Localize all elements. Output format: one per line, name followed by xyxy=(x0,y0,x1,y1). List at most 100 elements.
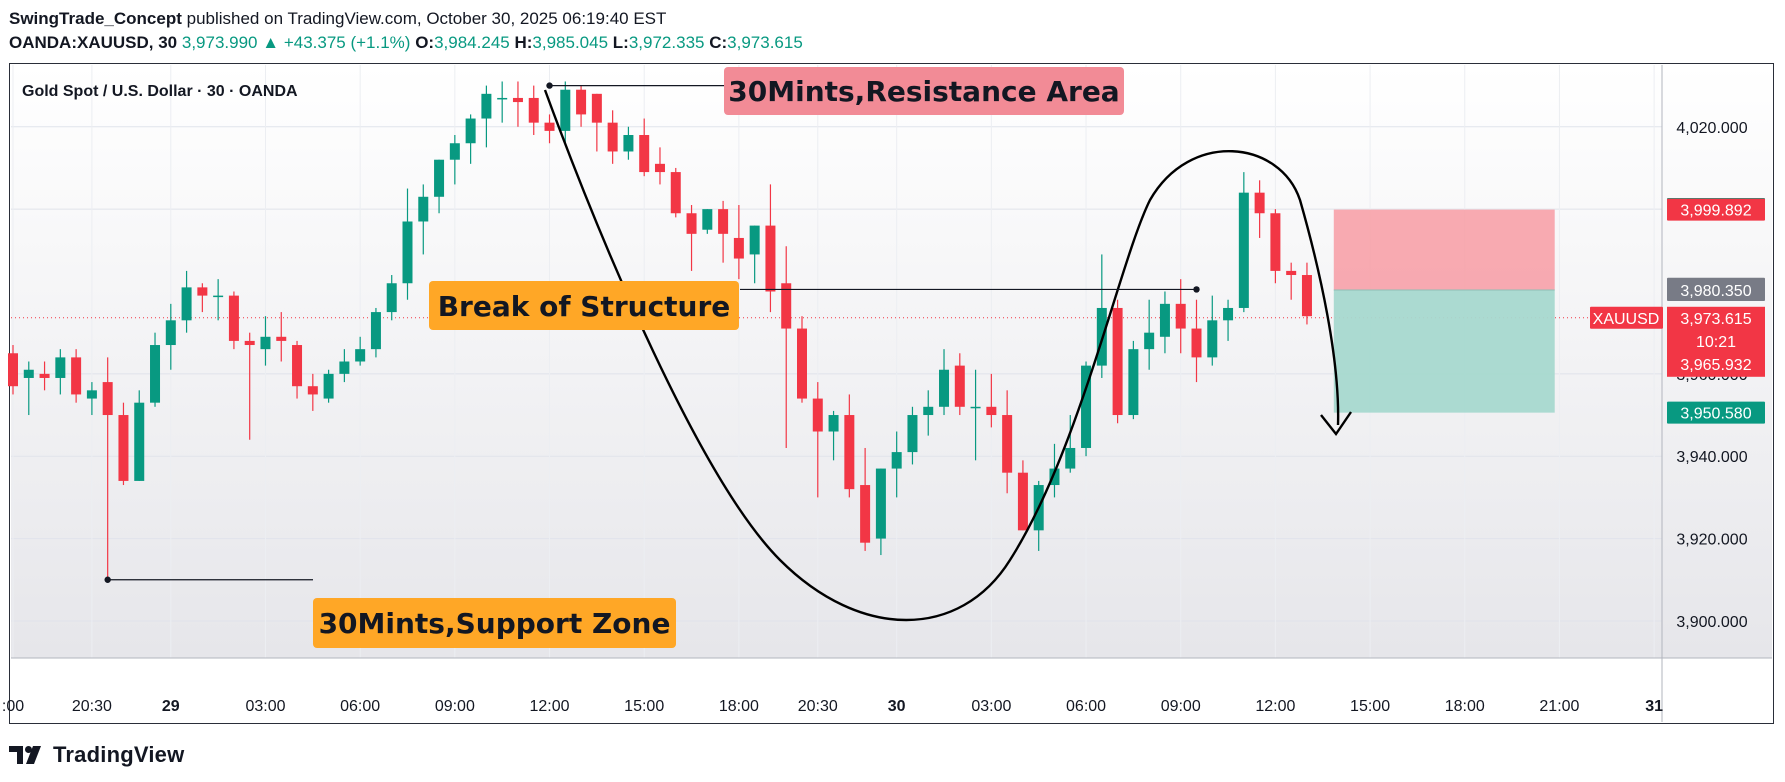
x-tick-label: 03:00 xyxy=(971,698,1011,715)
support-annotation-text: 30Mints,Support Zone xyxy=(319,607,671,640)
candle-body xyxy=(102,382,113,416)
take-profit-zone xyxy=(1333,290,1555,413)
x-tick-label: 29 xyxy=(162,698,180,715)
support-annotation-anchor xyxy=(104,576,111,583)
candle-body xyxy=(244,340,255,346)
candle xyxy=(512,81,523,127)
symbol-label-text: XAUUSD xyxy=(1593,311,1660,328)
support-annotation-box xyxy=(313,598,676,648)
swing-curve-drawing xyxy=(543,89,1340,622)
bos-text: Break of Structure xyxy=(438,290,731,323)
candle xyxy=(828,410,839,461)
candle xyxy=(339,349,350,383)
candle xyxy=(449,135,460,185)
candle xyxy=(1270,209,1281,284)
grid-lines xyxy=(11,65,1662,658)
candle xyxy=(213,279,224,321)
candle-body xyxy=(213,295,224,298)
author-name[interactable]: SwingTrade_Concept xyxy=(9,9,182,28)
candle-body xyxy=(812,398,823,432)
candle xyxy=(1065,415,1076,473)
candle xyxy=(654,147,665,185)
candle-body xyxy=(86,390,97,399)
candle-body xyxy=(939,369,950,407)
candle-body xyxy=(118,415,129,481)
resistance-annotation-anchor xyxy=(546,82,553,89)
annotations: 30Mints,Resistance Area Break of Structur… xyxy=(104,67,1200,648)
candle xyxy=(228,291,239,350)
candle xyxy=(1254,180,1265,238)
price-axis[interactable]: 3,900.0003,920.0003,940.0003,960.0004,00… xyxy=(1590,65,1765,722)
y-tick-label: 4,020.000 xyxy=(1676,120,1747,137)
tradingview-logo[interactable]: TradingView xyxy=(9,740,184,770)
candle-body xyxy=(292,345,303,387)
candle xyxy=(986,373,997,428)
candle-body xyxy=(797,328,807,399)
price-label-text: 3,950.580 xyxy=(1680,406,1751,423)
candle-body xyxy=(1017,472,1028,531)
candle xyxy=(102,357,113,580)
candle-body xyxy=(718,209,729,234)
position-tool[interactable] xyxy=(1333,209,1555,413)
time-axis[interactable]: :00 20:30 29 03:00 06:00 09:00 12:00 15:00 18:00… xyxy=(2,657,1772,715)
candle-body xyxy=(781,283,792,329)
candle-body xyxy=(8,353,18,387)
candle-body xyxy=(1270,213,1281,271)
candle xyxy=(702,209,713,234)
candle-body xyxy=(1081,365,1092,448)
price-label-box xyxy=(1667,401,1765,424)
x-tick-label: 18:00 xyxy=(1445,698,1485,715)
candle xyxy=(181,270,192,333)
candle-body xyxy=(560,89,571,131)
candle xyxy=(923,390,934,436)
candle-body xyxy=(1207,320,1218,358)
candle xyxy=(260,316,271,366)
candle xyxy=(402,188,413,300)
candle-body xyxy=(228,295,239,341)
candle xyxy=(165,303,176,370)
candle-body xyxy=(686,213,697,234)
candle-body xyxy=(765,225,776,292)
candle-body xyxy=(1159,303,1170,337)
tradingview-logo-icon xyxy=(9,746,41,764)
candle-body xyxy=(639,135,650,173)
candle-body xyxy=(1144,332,1155,350)
candle xyxy=(1175,279,1186,354)
candle xyxy=(1191,299,1202,383)
candle xyxy=(812,382,823,498)
candle xyxy=(844,394,855,498)
countdown-text: 10:21 xyxy=(1696,334,1736,351)
candle xyxy=(1017,460,1028,531)
close-value: 3,973.615 xyxy=(727,33,803,52)
candle xyxy=(939,349,950,416)
x-tick-label: :00 xyxy=(2,698,24,715)
symbol-label-box xyxy=(1590,306,1663,329)
candle-body xyxy=(39,373,50,378)
candle-body xyxy=(1223,307,1234,321)
price-label-text: 3,965.932 xyxy=(1680,357,1751,374)
candle-body xyxy=(986,406,997,416)
candle xyxy=(497,81,508,123)
candle-body xyxy=(891,452,902,469)
candles xyxy=(8,81,1312,580)
candle-body xyxy=(954,365,965,407)
candle xyxy=(718,200,729,263)
candle-body xyxy=(1128,349,1139,416)
candle xyxy=(623,126,634,160)
current-price-box xyxy=(1667,306,1765,377)
candle xyxy=(323,369,334,403)
ohlc-legend: OANDA:XAUUSD, 30 3,973.990 ▲ +43.375 (+1… xyxy=(9,31,803,55)
candle xyxy=(1223,299,1234,341)
high-label: H: xyxy=(514,33,533,52)
candle xyxy=(150,332,161,407)
candle xyxy=(1159,291,1170,354)
price-label-text: 3,980.350 xyxy=(1680,283,1751,300)
candle xyxy=(134,390,145,481)
bos-anchor xyxy=(1193,286,1200,293)
candle-body xyxy=(654,163,665,173)
candle xyxy=(71,349,82,403)
candle xyxy=(544,114,555,144)
candle xyxy=(781,246,792,448)
x-tick-label: 09:00 xyxy=(1161,698,1201,715)
